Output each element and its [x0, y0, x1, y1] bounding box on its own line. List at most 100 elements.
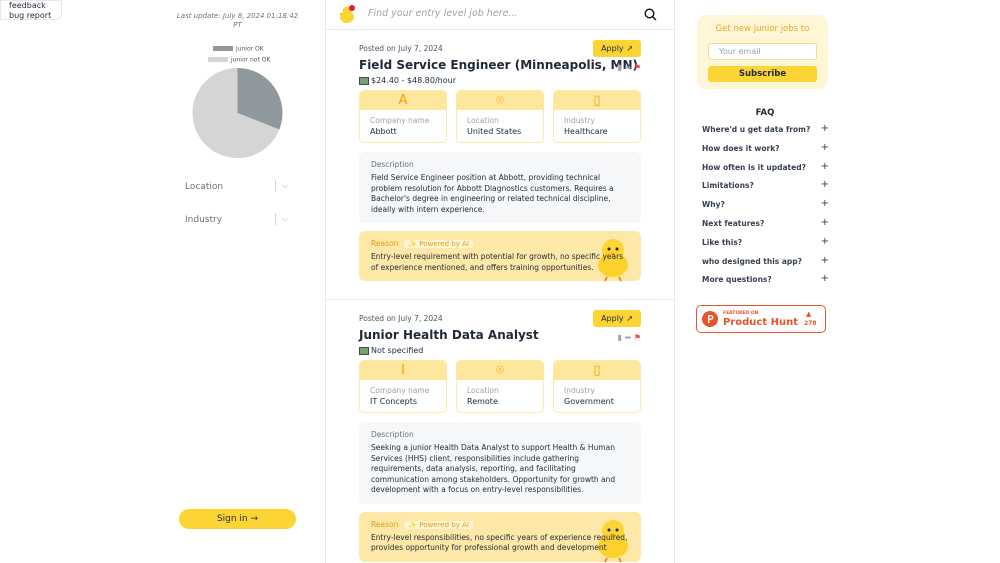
- info-value: Healthcare: [564, 127, 608, 136]
- email-input[interactable]: Your email: [708, 43, 817, 60]
- salary-text: $24.40 - $48.80/hour: [371, 76, 456, 85]
- faq-item[interactable]: How does it work? +: [702, 142, 829, 153]
- apply-button[interactable]: Apply ↗: [593, 40, 641, 57]
- separator: [275, 180, 276, 192]
- job-card: Posted on July 7, 2024 Apply ↗ Junior Heal…: [326, 300, 674, 563]
- faq-question: More questions?: [702, 275, 772, 285]
- salary-text: Not specified: [371, 346, 424, 355]
- ph-arrow: ▲: [806, 310, 812, 318]
- share[interactable]: ➦: [624, 63, 632, 72]
- pie-slice: [192, 68, 280, 158]
- info-label: Location: [467, 386, 499, 395]
- info-value: United States: [467, 127, 522, 136]
- description-box: Description Field Service Engineer positi…: [359, 152, 641, 223]
- action-icons[interactable]: ▮ ➦ ⚑: [618, 63, 641, 72]
- expand-icon: +: [820, 198, 829, 210]
- posted-date: Posted on July 7, 2024: [359, 314, 443, 323]
- info-box: ▯ Industry Government: [553, 360, 641, 413]
- last-update: Last update: July 8, 2024 01:18:42 PT: [176, 12, 299, 29]
- expand-icon: +: [820, 160, 829, 172]
- faq-item[interactable]: Where'd u get data from? +: [702, 123, 829, 134]
- action-icons[interactable]: ▮ ➦ ⚑: [618, 333, 641, 342]
- faq-question: Why?: [702, 200, 725, 210]
- faq-question: Limitations?: [702, 181, 754, 191]
- money-icon: [359, 346, 369, 355]
- info-icon: ▯: [554, 91, 640, 110]
- info-label: Industry: [564, 386, 595, 395]
- external-icon: ↗: [623, 44, 633, 53]
- salary: Not specified: [359, 346, 641, 355]
- faq-question: How often is it updated?: [702, 162, 806, 172]
- sign-in-button[interactable]: Sign in →: [179, 509, 296, 529]
- flag[interactable]: ⚑: [633, 333, 641, 342]
- feedback-item[interactable]: bug report: [9, 11, 52, 20]
- search-icon[interactable]: [644, 8, 657, 21]
- description-box: Description Seeking a junior Health Data …: [359, 422, 641, 504]
- info-value: IT Concepts: [370, 397, 418, 406]
- expand-icon: +: [820, 235, 829, 247]
- bookmark[interactable]: ▮: [617, 63, 623, 72]
- product-hunt-badge[interactable]: FEATURED ON Product Hunt ▲ 278: [696, 305, 826, 333]
- flag[interactable]: ⚑: [633, 63, 641, 72]
- info-box: ⌾ Location United States: [456, 90, 544, 143]
- search-bar[interactable]: Find your entry level job here...: [326, 0, 674, 30]
- faq-question: Where'd u get data from?: [702, 125, 811, 134]
- description-text: Seeking a junior Health Data Analyst to …: [371, 443, 616, 494]
- legend-label: junior not OK: [230, 57, 271, 64]
- faq-item[interactable]: More questions? +: [702, 273, 829, 285]
- filter-label: Industry: [185, 215, 223, 225]
- posted-date: Posted on July 7, 2024: [359, 44, 443, 53]
- info-icon: ▯: [554, 361, 640, 380]
- info-icon: I: [360, 361, 446, 380]
- faq-question: Like this?: [702, 237, 743, 247]
- job-title: Field Service Engineer (Minneapolis, MN): [359, 58, 639, 72]
- right-sidebar: Get new junior jobs to Your email Subscr…: [675, 0, 1000, 563]
- job-title: Junior Health Data Analyst: [359, 328, 539, 342]
- apply-button[interactable]: Apply ↗: [593, 310, 641, 327]
- separator: [275, 213, 276, 225]
- reason-box: Reason ✨ Powered by AI Entry-level respons…: [359, 511, 641, 562]
- legend-swatch: [208, 57, 228, 62]
- legend-swatch: [213, 46, 233, 51]
- search-placeholder: Find your entry level job here...: [368, 8, 518, 19]
- job-feed: Find your entry level job here... Posted…: [325, 0, 675, 563]
- expand-icon: +: [820, 254, 829, 266]
- faq-item[interactable]: who designed this app? +: [702, 254, 829, 266]
- bookmark[interactable]: ▮: [617, 333, 623, 342]
- share[interactable]: ➦: [624, 333, 632, 342]
- expand-icon: +: [820, 217, 829, 228]
- faq-item[interactable]: Like this? +: [702, 235, 829, 247]
- job-list: Posted on July 7, 2024 Apply ↗ Field Servi…: [326, 30, 674, 563]
- info-value: Government: [564, 397, 614, 406]
- subscribe-box: Get new junior jobs to Your email Subscr…: [697, 15, 828, 89]
- subscribe-button[interactable]: Subscribe: [708, 66, 817, 82]
- reason-box: Reason ✨ Powered by AI Entry-level require…: [359, 231, 641, 282]
- apply-label: Apply: [601, 44, 624, 53]
- reason-header: Reason ✨ Powered by AI: [371, 520, 629, 529]
- subscribe-title: Get new junior jobs to: [715, 24, 810, 34]
- faq-item[interactable]: Limitations? +: [702, 179, 829, 191]
- reason-header: Reason ✨ Powered by AI: [371, 239, 629, 248]
- feedback-box[interactable]: feedback bug report: [0, 0, 62, 20]
- chevron: ⌵: [282, 181, 289, 190]
- info-label: Location: [467, 116, 499, 125]
- info-box: I Company name IT Concepts: [359, 360, 447, 413]
- location-filter[interactable]: Location ⌵: [185, 180, 290, 192]
- apply-label: Apply: [601, 314, 624, 323]
- job-card: Posted on July 7, 2024 Apply ↗ Field Servi…: [326, 30, 674, 300]
- pie-chart: junior OK junior not OK: [192, 46, 283, 158]
- feedback-item[interactable]: feedback: [9, 1, 46, 10]
- industry-filter[interactable]: Industry ⌵: [185, 213, 290, 225]
- info-label: Company name: [370, 386, 430, 395]
- faq-title: FAQ: [755, 108, 775, 118]
- faq-item[interactable]: Next features? +: [702, 217, 829, 228]
- ph-votes: 278: [804, 320, 817, 327]
- faq-question: Next features?: [702, 219, 765, 228]
- ai-badge: ✨ Powered by AI: [404, 240, 473, 248]
- faq-item[interactable]: Why? +: [702, 198, 829, 210]
- expand-icon: +: [820, 123, 829, 134]
- logo: [339, 5, 355, 23]
- faq-item[interactable]: How often is it updated? +: [702, 160, 829, 172]
- ph-name: Product Hunt: [723, 317, 798, 328]
